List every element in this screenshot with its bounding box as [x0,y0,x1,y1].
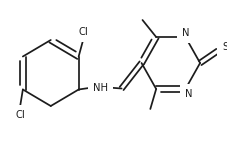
Text: Cl: Cl [78,26,88,37]
Text: N: N [184,89,191,99]
Text: S: S [221,42,227,52]
Text: Cl: Cl [15,110,25,119]
Text: N: N [181,28,188,38]
Text: NH: NH [92,82,107,92]
